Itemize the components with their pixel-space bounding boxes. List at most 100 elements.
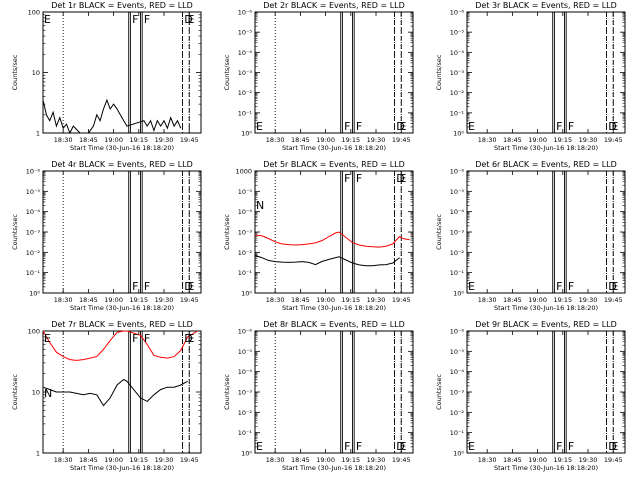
panel-5: Det 5r BLACK = Events, RED = LLD 10⁰ 10⁻¹ 1…	[223, 160, 414, 312]
flag-label: D	[184, 280, 192, 293]
panel-title: Det 4r BLACK = Events, RED = LLD	[51, 160, 193, 169]
y-tick-label: 10⁻⁶	[26, 168, 41, 176]
x-tick-label: 19:30	[155, 296, 174, 304]
y-tick-label: 10⁻¹	[450, 109, 465, 117]
x-tick-label: 18:30	[54, 456, 73, 464]
flag-label: F	[344, 440, 350, 453]
panel-title: Det 2r BLACK = Events, RED = LLD	[263, 1, 405, 10]
plot-frame	[466, 330, 626, 454]
x-tick-label: 18:45	[291, 296, 310, 304]
y-tick-label: 10⁻³	[450, 389, 465, 397]
flag-label: E	[256, 440, 263, 453]
y-tick-label: 10⁻⁵	[238, 188, 253, 196]
y-tick-label: 10⁻⁵	[238, 348, 253, 356]
flag-label: F	[144, 332, 150, 345]
y-tick-label: 10⁻¹	[238, 269, 253, 277]
y-tick-label: 10⁻³	[238, 229, 253, 237]
x-tick-label: 19:00	[104, 296, 123, 304]
y-tick-label: 10⁰	[241, 450, 252, 458]
panel-title: Det 5r BLACK = Events, RED = LLD	[263, 160, 405, 169]
plot-frame	[42, 11, 202, 134]
flag-label: F	[556, 120, 562, 133]
x-tick-label: 19:15	[553, 136, 572, 144]
flag-label: N	[256, 199, 264, 212]
x-tick-label: 19:15	[341, 456, 360, 464]
panel-6: Det 6r BLACK = Events, RED = LLD 10⁰ 10⁻¹ 1…	[435, 160, 626, 312]
panel-title: Det 7r BLACK = Events, RED = LLD	[51, 320, 193, 329]
x-tick-label: 19:30	[155, 456, 174, 464]
flag-label: F	[144, 13, 150, 26]
flag-label: F	[356, 440, 362, 453]
panel-7: Det 7r BLACK = Events, RED = LLD 1 10 100 18…	[11, 320, 202, 472]
y-tick-label: 10⁻⁵	[238, 29, 253, 37]
x-axis-label: Start Time (30-Jun-16 18:18:20)	[70, 464, 174, 472]
x-axis-label: Start Time (30-Jun-16 18:18:20)	[494, 464, 598, 472]
x-tick-label: 19:15	[553, 456, 572, 464]
flag-label: E	[400, 120, 407, 133]
y-tick-label: 10⁰	[453, 290, 464, 298]
flag-label: D	[396, 120, 404, 133]
x-tick-label: 18:30	[266, 456, 285, 464]
x-tick-label: 18:45	[79, 456, 98, 464]
y-tick-label: 10⁻²	[450, 249, 465, 257]
y-tick-label: 10⁻⁵	[450, 29, 465, 37]
y-tick-label: 10⁻⁴	[450, 49, 465, 57]
flag-label: F	[568, 280, 574, 293]
x-tick-label: 19:45	[604, 296, 623, 304]
y-tick-label: 10⁰	[29, 290, 40, 298]
flag-label: D	[396, 440, 404, 453]
plot-frame	[254, 11, 414, 134]
y-tick-label: 10⁻³	[238, 389, 253, 397]
flag-label: F	[132, 13, 138, 26]
flag-label: D	[396, 172, 404, 185]
y-tick-label: 10⁻¹	[26, 269, 41, 277]
flag-label: F	[144, 280, 150, 293]
x-tick-label: 19:00	[316, 296, 335, 304]
y-tick-label: 1	[36, 450, 40, 458]
x-tick-label: 18:45	[291, 136, 310, 144]
flag-label: E	[468, 120, 475, 133]
y-tick-label: 10⁻²	[238, 409, 253, 417]
x-tick-label: 19:00	[528, 456, 547, 464]
y-tick-label: 10⁻²	[238, 89, 253, 97]
x-tick-label: 19:15	[129, 136, 148, 144]
flag-label: D	[608, 280, 616, 293]
flag-label: E	[400, 440, 407, 453]
series-line-1	[254, 231, 410, 248]
x-tick-label: 19:45	[180, 456, 199, 464]
x-axis-label: Start Time (30-Jun-16 18:18:20)	[494, 304, 598, 312]
flag-label: E	[400, 172, 407, 185]
y-tick-label: 10⁻⁴	[450, 208, 465, 216]
x-tick-label: 18:30	[54, 296, 73, 304]
x-tick-label: 19:00	[528, 136, 547, 144]
x-tick-label: 19:30	[579, 456, 598, 464]
flag-label: D	[184, 13, 192, 26]
flag-label: F	[556, 280, 562, 293]
x-tick-label: 19:45	[392, 456, 411, 464]
flag-label: F	[556, 440, 562, 453]
x-axis-label: Start Time (30-Jun-16 18:18:20)	[70, 144, 174, 152]
flag-label: E	[612, 120, 619, 133]
y-tick-label: 1	[36, 130, 40, 138]
y-tick-label: 10⁻⁵	[450, 348, 465, 356]
panel-4: Det 4r BLACK = Events, RED = LLD 10⁰ 10⁻¹ 1…	[11, 160, 202, 312]
y-axis-label: Counts/sec	[11, 214, 19, 250]
x-tick-label: 18:30	[266, 296, 285, 304]
y-tick-label: 10⁰	[453, 450, 464, 458]
series-line-2	[42, 378, 188, 407]
y-tick-label: 10	[32, 69, 40, 77]
y-tick-label: 10⁰	[453, 130, 464, 138]
plot-frame	[254, 330, 414, 454]
panel-1: Det 1r BLACK = Events, RED = LLD 1 10 100 18…	[11, 1, 202, 152]
y-tick-label: 10⁻²	[450, 409, 465, 417]
y-tick-label: 1000	[235, 168, 252, 176]
x-tick-label: 19:30	[367, 296, 386, 304]
x-tick-label: 19:00	[104, 456, 123, 464]
y-tick-label: 10⁻⁶	[450, 168, 465, 176]
panel-8: Det 8r BLACK = Events, RED = LLD 10⁰ 10⁻¹ 1…	[223, 320, 414, 472]
panel-title: Det 6r BLACK = Events, RED = LLD	[475, 160, 617, 169]
flag-label: D	[184, 332, 192, 345]
flag-label: F	[344, 120, 350, 133]
x-tick-label: 19:00	[528, 296, 547, 304]
x-axis-label: Start Time (30-Jun-16 18:18:20)	[494, 144, 598, 152]
